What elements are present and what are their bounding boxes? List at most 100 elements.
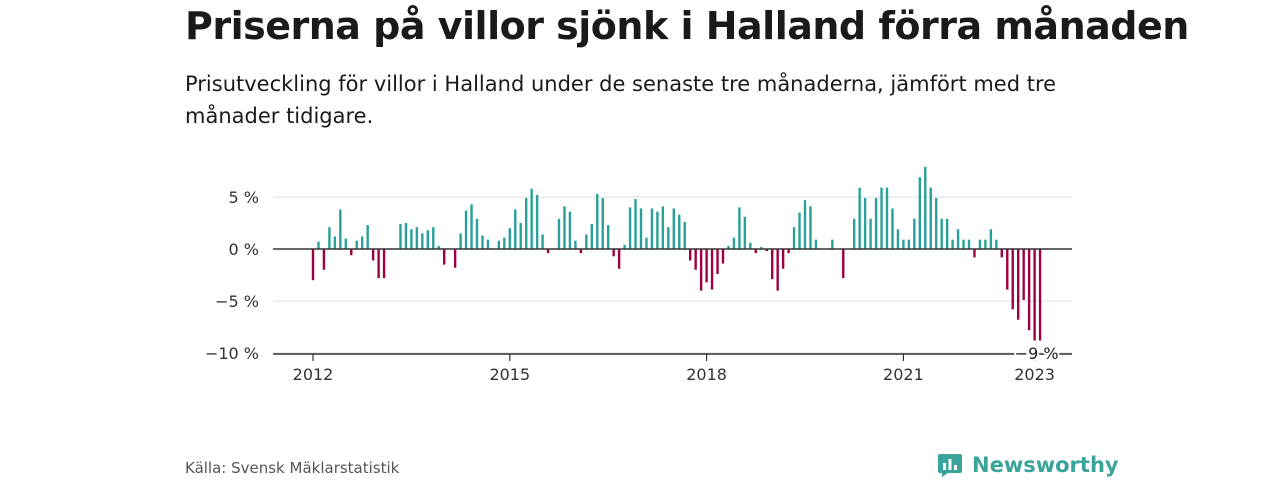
bar: [464, 210, 468, 249]
bar: [896, 229, 900, 249]
bar: [705, 249, 708, 283]
bar: [546, 249, 550, 254]
bar: [699, 249, 703, 291]
bar: [738, 207, 741, 249]
bar: [776, 249, 779, 291]
bar-chart: 5 % 0 % −5 % −10 % 2012 2015 2018 2021 2023 −9 %: [205, 166, 1072, 384]
bar: [426, 230, 429, 249]
bar: [803, 200, 807, 249]
bar: [645, 237, 648, 249]
bar: [617, 249, 621, 269]
bar: [459, 233, 462, 249]
bar: [497, 240, 501, 249]
bar: [935, 198, 938, 249]
bar: [530, 188, 533, 249]
bar: [432, 227, 435, 249]
bar: [503, 237, 506, 249]
bar: [486, 239, 490, 249]
bar: [415, 227, 419, 249]
bar: [443, 249, 446, 265]
tick-labels: 5 % 0 % −5 % −10 % 2012 2015 2018 2021 2023 −9 %: [205, 188, 1061, 384]
bar: [749, 242, 752, 249]
bar: [656, 211, 659, 249]
bar: [574, 240, 577, 249]
bar: [918, 177, 921, 249]
bar: [410, 229, 413, 249]
bar: [842, 249, 845, 279]
bar: [956, 229, 960, 249]
bar: [716, 249, 719, 274]
bar: [727, 245, 730, 249]
bar: [902, 239, 905, 249]
bar: [1027, 249, 1031, 331]
x-tick-label: 2012: [293, 365, 334, 384]
bar: [995, 239, 998, 249]
latest-value-annotation: −9 %: [1015, 344, 1059, 363]
bar: [771, 249, 774, 280]
bar: [399, 224, 402, 249]
bar: [437, 245, 440, 249]
bar: [579, 249, 583, 254]
bar: [869, 218, 872, 249]
bar: [317, 241, 320, 249]
bar: [781, 249, 785, 269]
bar: [885, 187, 889, 249]
bar: [1022, 249, 1025, 300]
bar: [568, 211, 572, 249]
bar: [311, 249, 315, 281]
bar: [350, 249, 353, 256]
bar-chart-speech-bubble-icon: [938, 454, 962, 477]
bar: [607, 225, 610, 249]
bar: [743, 216, 747, 249]
x-tick-label: 2015: [489, 365, 530, 384]
bar: [1033, 249, 1036, 341]
bar: [333, 236, 337, 249]
bar: [787, 249, 790, 254]
bar: [765, 249, 768, 252]
bar: [421, 233, 424, 249]
bar: [366, 225, 369, 249]
bar: [951, 239, 954, 249]
bar: [1017, 249, 1020, 320]
bar: [508, 228, 511, 249]
bar: [557, 218, 561, 249]
bar: [453, 249, 457, 268]
bar: [1006, 249, 1009, 290]
bar: [694, 249, 697, 270]
chart-subtitle: Prisutveckling för villor i Halland unde…: [185, 72, 1057, 128]
bar: [907, 239, 911, 249]
bar: [355, 240, 358, 249]
bar: [470, 204, 473, 249]
bar: [639, 208, 643, 249]
bar: [683, 221, 686, 249]
bar: [525, 198, 528, 249]
bar: [377, 249, 380, 279]
bar: [814, 239, 818, 249]
bar: [634, 199, 637, 249]
x-tick-label: 2021: [883, 365, 924, 384]
bar: [514, 209, 517, 249]
bar: [880, 187, 883, 249]
bar: [710, 249, 714, 290]
bar: [678, 214, 681, 249]
bar: [1038, 249, 1042, 341]
bar: [541, 234, 544, 249]
bar: [984, 239, 987, 249]
y-tick-label: 0 %: [229, 240, 259, 259]
bar: [475, 218, 479, 249]
bar: [689, 249, 692, 261]
bar: [519, 223, 522, 249]
bar: [650, 208, 654, 249]
bar: [945, 218, 949, 249]
brand-name: Newsworthy: [972, 453, 1119, 477]
y-tick-label: −10 %: [205, 344, 259, 363]
bar: [940, 218, 943, 249]
axes: [273, 248, 1072, 361]
bar: [967, 239, 971, 249]
brand-logo[interactable]: Newsworthy: [937, 450, 1119, 480]
bar: [863, 198, 867, 249]
bar: [929, 187, 932, 249]
bar: [585, 234, 588, 249]
chart-title: Priserna på villor sjönk i Halland förra…: [185, 4, 1189, 48]
gridlines: [273, 196, 1072, 354]
